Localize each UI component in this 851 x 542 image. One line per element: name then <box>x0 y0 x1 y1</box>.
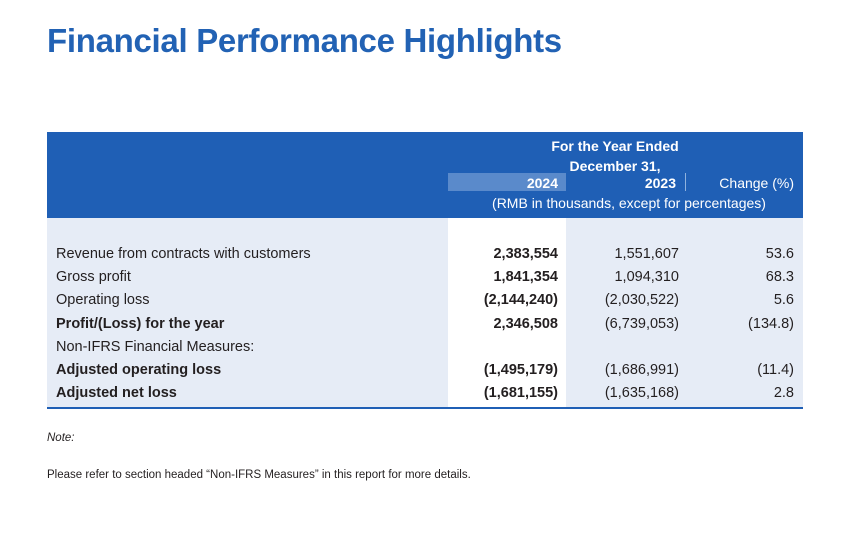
period-heading-line1: For the Year Ended <box>551 138 679 154</box>
year-2024-highlight <box>448 173 566 191</box>
row-label: Revenue from contracts with customers <box>56 246 311 262</box>
row-label: Operating loss <box>56 292 150 308</box>
table-row: Non-IFRS Financial Measures: <box>47 337 803 360</box>
value-2023: 1,551,607 <box>614 246 679 262</box>
row-label: Adjusted net loss <box>56 385 177 401</box>
note-label: Note: <box>47 432 75 444</box>
current-year-column-band <box>448 218 566 407</box>
value-2024: 2,346,508 <box>493 316 558 332</box>
column-divider <box>685 173 686 191</box>
column-header-change: Change (%) <box>719 175 794 191</box>
table-row: Profit/(Loss) for the year 2,346,508 (6,73… <box>47 314 803 337</box>
value-change: 68.3 <box>765 269 794 285</box>
value-2023: (2,030,522) <box>604 292 679 308</box>
period-heading-line2: December 31, <box>569 158 661 174</box>
note-text: Please refer to section headed “Non-IFRS… <box>47 469 471 481</box>
table-row: Adjusted operating loss (1,495,179) (1,686… <box>47 360 803 383</box>
table-header: For the Year Ended December 31, 2024 202… <box>47 132 803 218</box>
table-row: Gross profit 1,841,354 1,094,310 68.3 <box>47 267 803 290</box>
table-row: Revenue from contracts with customers 2,3… <box>47 244 803 267</box>
value-change: 5.6 <box>773 292 794 308</box>
value-2023: (1,635,168) <box>604 385 679 401</box>
value-change: (11.4) <box>757 362 794 378</box>
column-header-2023: 2023 <box>644 175 676 191</box>
value-2024: (2,144,240) <box>483 292 558 308</box>
value-2024: (1,495,179) <box>483 362 558 378</box>
value-change: (134.8) <box>748 316 794 332</box>
page-title: Financial Performance Highlights <box>47 22 562 59</box>
value-2024: 1,841,354 <box>493 269 558 285</box>
value-2024: (1,681,155) <box>483 385 558 401</box>
value-2024: 2,383,554 <box>493 246 558 262</box>
value-2023: 1,094,310 <box>614 269 679 285</box>
column-header-2024: 2024 <box>526 175 558 191</box>
table-body: Revenue from contracts with customers 2,3… <box>47 218 803 409</box>
value-change: 53.6 <box>765 246 794 262</box>
value-change: 2.8 <box>773 385 794 401</box>
value-2023: (6,739,053) <box>604 316 679 332</box>
row-label: Non-IFRS Financial Measures: <box>56 339 255 355</box>
period-heading: For the Year Ended December 31, <box>495 136 735 176</box>
row-label: Gross profit <box>56 269 131 285</box>
row-label: Adjusted operating loss <box>56 362 222 378</box>
table-row: Adjusted net loss (1,681,155) (1,635,168) 2… <box>47 383 803 406</box>
financial-highlights-table: For the Year Ended December 31, 2024 202… <box>47 132 803 409</box>
value-2023: (1,686,991) <box>604 362 679 378</box>
table-row: Operating loss (2,144,240) (2,030,522) 5.6 <box>47 290 803 313</box>
units-caption: (RMB in thousands, except for percentage… <box>492 195 766 211</box>
row-label: Profit/(Loss) for the year <box>56 316 225 332</box>
